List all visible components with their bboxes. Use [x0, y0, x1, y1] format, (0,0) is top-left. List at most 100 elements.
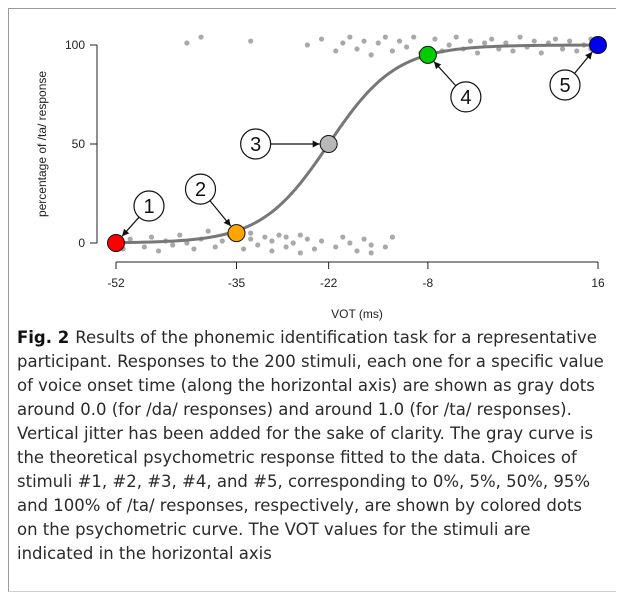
response-dots [120, 34, 594, 256]
response-dot-19 [262, 234, 268, 240]
response-dot-55 [404, 44, 410, 50]
response-dot-63 [467, 38, 474, 44]
response-dot-61 [453, 34, 459, 40]
response-dot-49 [361, 38, 367, 44]
response-dot-35 [361, 236, 367, 242]
response-dot-22 [276, 232, 282, 238]
callout-arrowhead-5 [585, 51, 593, 60]
response-dot-65 [481, 40, 488, 46]
stimulus-marker-1 [107, 234, 125, 252]
y-tick-label-1: 50 [72, 137, 86, 151]
response-dot-12 [212, 244, 218, 250]
response-dot-44 [318, 36, 325, 42]
x-axis-label: VOT (ms) [331, 307, 383, 321]
y-axis-label: percentage of /ta/ response [35, 71, 49, 217]
psychometric-chart: -52 -35 -22 -8 16 VOT (ms) 0 50 100 percentage of… [35, 34, 607, 321]
response-dot-7 [177, 232, 183, 238]
callout-circle-1 [133, 190, 165, 222]
response-dot-54 [396, 38, 403, 44]
response-dot-28 [304, 236, 310, 242]
response-dot-9 [191, 246, 197, 252]
response-dot-78 [574, 48, 580, 54]
psychometric-curve [115, 43, 599, 245]
response-dot-46 [340, 40, 346, 46]
figure-label: Fig. 2 [17, 328, 70, 347]
response-dot-21 [269, 238, 275, 244]
response-dot-2 [141, 244, 147, 250]
response-dot-53 [389, 48, 396, 54]
response-dot-45 [333, 48, 339, 54]
response-dot-34 [354, 248, 360, 254]
stimulus-marker-5 [589, 36, 607, 54]
response-dot-3 [148, 234, 155, 240]
callout-number-4: 4 [460, 87, 471, 109]
response-dot-64 [474, 50, 481, 56]
response-dot-8 [184, 240, 190, 246]
stimulus-callouts: 1 2 3 4 5 [121, 51, 593, 237]
response-dot-24 [283, 234, 289, 240]
psychometric-curve-layer [115, 43, 599, 245]
y-tick-label-0: 0 [78, 236, 85, 250]
callout-circle-5 [549, 69, 581, 101]
response-dot-4 [155, 248, 162, 254]
x-tick-label-4: 16 [591, 276, 605, 290]
response-dot-16 [248, 236, 254, 242]
callout-circle-2 [184, 173, 217, 205]
callout-number-2: 2 [195, 179, 206, 201]
response-dot-6 [170, 242, 176, 248]
response-dot-76 [559, 46, 566, 52]
response-dot-66 [489, 36, 495, 42]
response-dot-42 [248, 38, 254, 44]
callout-number-1: 1 [143, 196, 154, 218]
response-dot-68 [503, 40, 509, 46]
y-tick-label-2: 100 [65, 38, 85, 52]
response-dot-52 [382, 34, 388, 40]
response-dot-27 [297, 232, 303, 238]
response-dot-50 [368, 52, 374, 58]
response-dot-73 [538, 50, 544, 56]
response-dot-77 [567, 38, 573, 44]
figure-caption: Fig. 2 Results of the phonemic identifica… [17, 326, 607, 566]
response-dot-25 [290, 240, 296, 246]
figure-frame [8, 8, 616, 592]
response-dot-23 [283, 244, 289, 250]
response-dot-18 [255, 242, 261, 248]
callout-arrowhead-3 [312, 140, 320, 148]
response-dot-41 [198, 34, 204, 40]
response-dot-47 [347, 34, 353, 40]
stimulus-marker-3 [319, 135, 338, 153]
response-dot-75 [552, 36, 559, 42]
response-dot-38 [382, 244, 388, 250]
callout-arrowhead-1 [121, 228, 130, 237]
callout-number-3: 3 [250, 134, 261, 156]
response-dot-32 [340, 234, 346, 240]
response-dot-43 [304, 42, 310, 48]
response-dot-48 [354, 46, 360, 52]
response-dot-37 [368, 250, 374, 256]
x-tick-label-3: -8 [423, 276, 434, 290]
response-dot-1 [127, 236, 133, 242]
chart-axes: -52 -35 -22 -8 16 VOT (ms) 0 50 100 percentage of… [35, 38, 605, 321]
callout-number-5: 5 [559, 75, 570, 97]
caption-text: Results of the phonemic identification t… [17, 328, 604, 563]
response-dot-70 [517, 34, 523, 40]
callout-circle-3 [240, 128, 272, 160]
response-dot-15 [240, 246, 247, 252]
callout-arrowhead-4 [433, 61, 442, 70]
response-dot-11 [205, 228, 211, 234]
response-dot-60 [446, 42, 452, 48]
response-dot-40 [184, 40, 190, 46]
stimulus-marker-2 [227, 224, 246, 243]
callout-arrowhead-2 [223, 218, 231, 227]
x-tick-label-0: -52 [107, 276, 125, 290]
response-dot-29 [311, 246, 318, 252]
response-dot-56 [411, 34, 417, 40]
response-dot-72 [531, 38, 537, 44]
response-dot-33 [347, 240, 353, 246]
response-dot-51 [375, 40, 381, 46]
response-dot-39 [389, 234, 396, 240]
response-dot-36 [368, 242, 374, 248]
x-tick-label-1: -35 [228, 276, 246, 290]
response-dot-69 [510, 48, 516, 54]
callout-circle-4 [450, 81, 482, 113]
